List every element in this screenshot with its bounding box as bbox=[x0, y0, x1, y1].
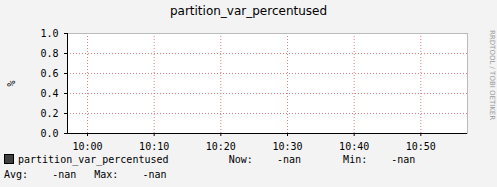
html-text:RRDTOOL / TOBI OETIKER: RRDTOOL / TOBI OETIKER bbox=[488, 30, 496, 121]
html-text:partition_var_percentused: partition_var_percentused bbox=[169, 4, 328, 18]
svg-text:10:30: 10:30 bbox=[272, 141, 302, 152]
html-text:Avg: -nan Max: -nan: Avg: -nan Max: -nan bbox=[4, 169, 167, 180]
svg-text:0.8: 0.8 bbox=[40, 48, 58, 59]
html-text:partition_var_percentused Now:: partition_var_percentused Now: -nan Min:… bbox=[18, 154, 416, 165]
svg-text:0.4: 0.4 bbox=[40, 88, 58, 99]
svg-text:%: % bbox=[6, 80, 17, 86]
svg-text:10:20: 10:20 bbox=[206, 141, 236, 152]
svg-text:0.0: 0.0 bbox=[40, 128, 58, 139]
svg-text:0.6: 0.6 bbox=[40, 68, 58, 79]
svg-text:10:40: 10:40 bbox=[339, 141, 369, 152]
svg-text:10:10: 10:10 bbox=[139, 141, 169, 152]
svg-text:10:50: 10:50 bbox=[406, 141, 436, 152]
svg-text:1.0: 1.0 bbox=[40, 28, 58, 39]
svg-text:10:00: 10:00 bbox=[72, 141, 102, 152]
svg-text:0.2: 0.2 bbox=[40, 108, 58, 119]
